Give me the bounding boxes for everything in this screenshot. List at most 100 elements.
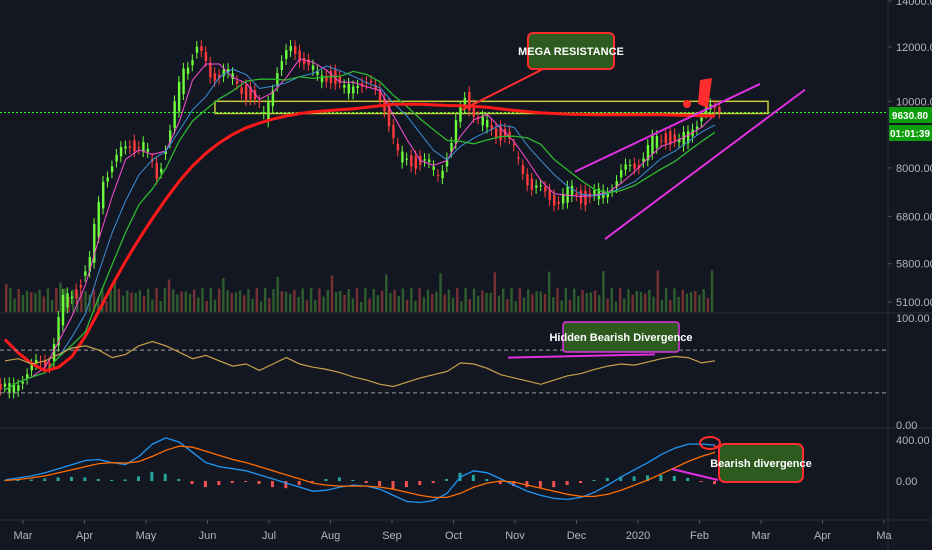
volume-bar — [552, 297, 555, 312]
volume-bar — [293, 289, 296, 312]
candle-body — [244, 85, 248, 100]
last-price-badge: 9630.80 — [889, 107, 932, 123]
ma-green-line — [4, 70, 716, 391]
candle-body — [427, 159, 431, 162]
macd-histogram-bar — [579, 481, 583, 484]
candle-body — [486, 120, 489, 128]
volume-bar — [167, 279, 171, 312]
candle-body — [48, 363, 51, 368]
candle-body — [557, 201, 560, 204]
volume-bar — [180, 291, 183, 312]
volume-bar — [368, 298, 371, 312]
candle-body — [700, 117, 703, 122]
volume-bar — [443, 294, 446, 312]
mega-resistance-zone — [214, 100, 769, 115]
candle-body — [294, 46, 297, 54]
candle-body — [209, 62, 212, 78]
volume-bar — [351, 298, 355, 312]
volume-bar — [673, 288, 676, 312]
rsi-divergence-line — [507, 353, 656, 359]
candle-body — [682, 132, 685, 146]
volume-bar — [464, 288, 467, 312]
macd-histogram-bar — [713, 481, 716, 485]
volume-bar — [644, 293, 647, 312]
candle-body — [347, 83, 351, 94]
candle-body — [678, 139, 681, 143]
volume-bar — [476, 295, 480, 312]
volume-bar — [355, 288, 359, 312]
bearish-divergence-callout[interactable]: Bearish divergence — [699, 436, 812, 483]
macd-pane[interactable] — [3, 437, 719, 504]
volume-bar — [664, 288, 668, 312]
volume-bar — [426, 289, 430, 312]
volume-bar — [50, 299, 54, 312]
candle-body — [70, 296, 74, 299]
volume-bar — [698, 294, 701, 312]
rsi-tick-label: 0.00 — [896, 420, 917, 432]
volume-bar — [330, 275, 334, 312]
macd-histogram-bar — [29, 479, 33, 481]
volume-bar — [105, 301, 108, 312]
volume-bar — [218, 288, 221, 312]
warning-mark — [698, 78, 712, 108]
candle-body — [454, 120, 458, 144]
volume-bar — [326, 289, 329, 312]
volume-bar — [297, 296, 300, 312]
macd-histogram-bar — [659, 474, 663, 481]
time-tick-label: Dec — [567, 530, 587, 542]
volume-bar — [631, 294, 634, 312]
candle-body — [655, 135, 659, 148]
price-tick-label: 14000.00 — [896, 0, 932, 8]
candle-body — [646, 145, 650, 161]
volume-bar — [447, 289, 451, 312]
volume-bar — [418, 288, 421, 312]
macd-histogram-bar — [217, 481, 221, 486]
volume-bar — [451, 297, 455, 312]
candle-body — [615, 181, 618, 188]
candle-body — [164, 151, 167, 155]
candle-body — [142, 142, 145, 152]
volume-bar — [71, 289, 75, 312]
candle-body — [182, 68, 185, 94]
mega-resistance-callout[interactable]: MEGA RESISTANCE — [461, 32, 624, 111]
rsi-pane[interactable] — [0, 340, 888, 394]
candle-body — [222, 69, 225, 77]
volume-bar — [13, 298, 16, 312]
volume-bar — [276, 276, 279, 312]
candle-body — [155, 162, 158, 179]
macd-histogram-bar — [498, 481, 502, 485]
candle-body — [392, 124, 395, 139]
hidden-bearish-divergence-callout[interactable]: Hidden Bearish Divergence — [549, 321, 693, 353]
candle-body — [660, 140, 663, 142]
candle-body — [387, 103, 391, 127]
callout-box — [562, 321, 680, 353]
volume-bar — [84, 291, 87, 312]
volume-bar — [147, 288, 150, 312]
candle-body — [423, 159, 426, 161]
hidden-bearish-divergence-label: Hidden Bearish Divergence — [549, 332, 692, 344]
price-badge-bg — [889, 107, 932, 123]
volume-bar — [92, 289, 96, 312]
candle-body — [267, 101, 270, 122]
candle-body — [481, 116, 484, 126]
candle-body — [146, 148, 150, 152]
price-pane[interactable] — [0, 39, 888, 399]
volume-bar — [401, 288, 405, 312]
candle-body — [249, 86, 252, 100]
volume-bar — [577, 296, 580, 312]
countdown-badge: 01:01:39 — [889, 125, 932, 141]
candle-body — [535, 185, 538, 188]
candle-body — [128, 146, 132, 148]
volume-bar — [38, 289, 41, 312]
volume-bar — [456, 288, 459, 312]
macd-histogram-bar — [565, 481, 569, 486]
volume-bar — [393, 290, 396, 312]
volume-bar — [560, 300, 563, 312]
candle-body — [414, 156, 417, 169]
candle-body — [619, 170, 623, 178]
volume-bar — [247, 288, 250, 312]
candle-body — [593, 190, 596, 195]
volume-bar — [222, 278, 225, 312]
volume-bar — [510, 288, 513, 312]
